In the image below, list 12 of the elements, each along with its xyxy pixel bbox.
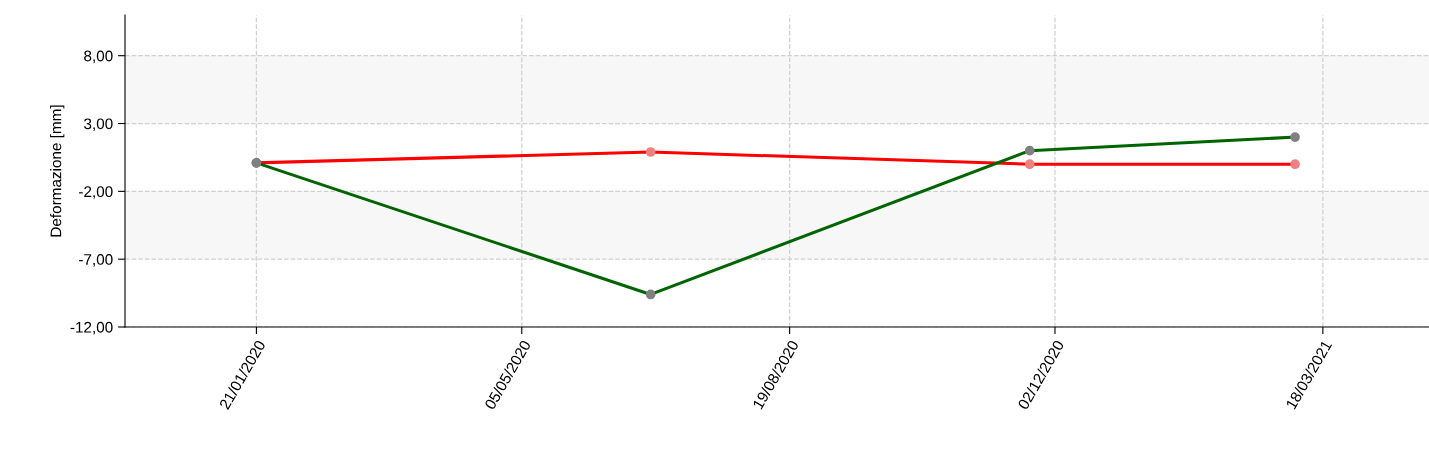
point — [1024, 159, 1035, 170]
y-axis-title: Deformazione [mm] — [50, 105, 65, 237]
y-tick-label: -7,00 — [79, 254, 113, 267]
point — [1024, 145, 1035, 156]
y-tick-label: 3,00 — [84, 118, 113, 132]
point — [1290, 159, 1300, 170]
y-tick-label: 8,00 — [84, 50, 113, 64]
y-tick-label: -2,00 — [79, 186, 113, 199]
point — [1290, 132, 1300, 142]
point — [645, 289, 656, 300]
y-tick-label: -12,00 — [70, 321, 113, 335]
point — [645, 147, 656, 157]
